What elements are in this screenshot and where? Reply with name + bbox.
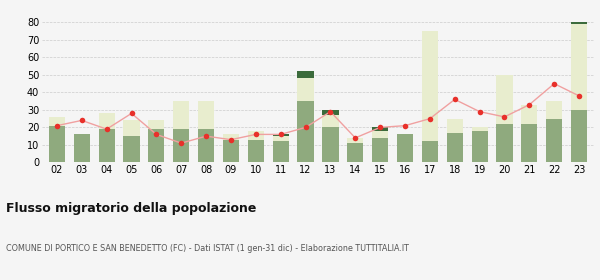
Bar xyxy=(124,136,140,162)
Point xyxy=(251,132,260,137)
Bar xyxy=(223,140,239,162)
Bar xyxy=(98,129,115,162)
Bar xyxy=(521,105,538,124)
Point xyxy=(301,125,310,130)
Point xyxy=(500,115,509,119)
Point xyxy=(376,125,385,130)
Point xyxy=(524,102,534,107)
Point xyxy=(102,127,112,131)
Point xyxy=(52,123,62,128)
Bar xyxy=(347,143,364,162)
Point xyxy=(77,118,86,123)
Bar xyxy=(546,101,562,119)
Bar xyxy=(347,138,364,143)
Bar xyxy=(148,120,164,129)
Bar xyxy=(49,117,65,126)
Bar xyxy=(173,129,190,162)
Bar xyxy=(422,141,438,162)
Bar xyxy=(472,131,488,162)
Bar xyxy=(472,127,488,131)
Bar xyxy=(521,124,538,162)
Bar xyxy=(372,138,388,162)
Text: COMUNE DI PORTICO E SAN BENEDETTO (FC) - Dati ISTAT (1 gen-31 dic) - Elaborazion: COMUNE DI PORTICO E SAN BENEDETTO (FC) -… xyxy=(6,244,409,253)
Text: Flusso migratorio della popolazione: Flusso migratorio della popolazione xyxy=(6,202,256,214)
Bar xyxy=(74,134,90,162)
Bar xyxy=(372,131,388,138)
Bar xyxy=(173,101,190,129)
Bar xyxy=(198,129,214,162)
Point xyxy=(276,132,286,137)
Bar xyxy=(322,110,338,115)
Bar xyxy=(546,119,562,162)
Point xyxy=(326,109,335,114)
Point xyxy=(450,97,460,102)
Bar xyxy=(496,75,512,124)
Bar xyxy=(272,136,289,141)
Bar xyxy=(372,127,388,131)
Point xyxy=(127,111,136,116)
Bar xyxy=(322,127,338,162)
Point xyxy=(176,141,186,145)
Bar xyxy=(124,120,140,136)
Bar xyxy=(198,101,214,129)
Point xyxy=(152,132,161,137)
Bar xyxy=(446,133,463,162)
Point xyxy=(574,94,584,98)
Bar xyxy=(422,31,438,141)
Point xyxy=(550,81,559,86)
Bar xyxy=(298,78,314,101)
Point xyxy=(226,137,236,142)
Bar xyxy=(571,24,587,110)
Bar xyxy=(397,134,413,162)
Bar xyxy=(496,124,512,162)
Point xyxy=(475,109,484,114)
Bar xyxy=(148,129,164,162)
Bar xyxy=(248,131,264,140)
Bar xyxy=(322,115,338,127)
Bar xyxy=(248,140,264,162)
Bar xyxy=(571,22,587,24)
Bar xyxy=(223,134,239,140)
Point xyxy=(350,136,360,140)
Bar xyxy=(272,141,289,162)
Bar xyxy=(298,71,314,78)
Bar xyxy=(446,119,463,133)
Point xyxy=(400,123,410,128)
Bar xyxy=(298,101,314,162)
Point xyxy=(425,116,434,121)
Point xyxy=(202,134,211,138)
Bar xyxy=(272,134,289,136)
Bar xyxy=(98,113,115,129)
Bar xyxy=(49,126,65,162)
Bar xyxy=(571,110,587,162)
